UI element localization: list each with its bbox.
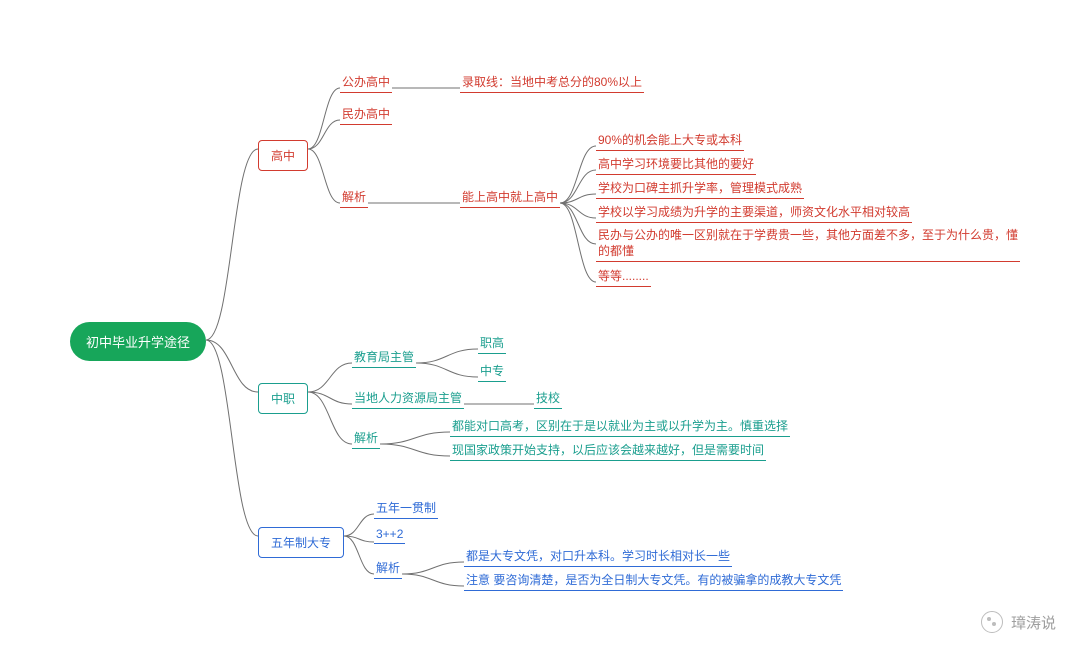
watermark-text: 璋涛说	[1011, 612, 1056, 633]
vz-child: 当地人力资源局主管	[352, 389, 464, 409]
hs-analysis-item: 民办与公办的唯一区别就在于学费贵一些，其他方面差不多，至于为什么贵，懂的都懂	[596, 227, 1020, 262]
hs-analysis-item: 90%的机会能上大专或本科	[596, 131, 744, 151]
c5-child: 五年一贯制	[374, 499, 438, 519]
vz-grandchild: 中专	[478, 362, 506, 382]
hs-analysis-item: 学校为口碑主抓升学率，管理模式成熟	[596, 179, 804, 199]
hs-child: 公办高中	[340, 73, 392, 93]
hs-grandchild: 录取线：当地中考总分的80%以上	[460, 73, 644, 93]
hs-analysis-item: 学校以学习成绩为升学的主要渠道，师资文化水平相对较高	[596, 203, 912, 223]
watermark: 璋涛说	[981, 611, 1056, 633]
hs-child: 解析	[340, 188, 368, 208]
vz-child: 教育局主管	[352, 348, 416, 368]
branch-c5: 五年制大专	[258, 527, 344, 558]
hs-child: 民办高中	[340, 105, 392, 125]
c5-grandchild: 注意 要咨询清楚，是否为全日制大专文凭。有的被骗拿的成教大专文凭	[464, 571, 843, 591]
branch-vz: 中职	[258, 383, 308, 414]
vz-grandchild: 技校	[534, 389, 562, 409]
vz-child: 解析	[352, 429, 380, 449]
wechat-icon	[981, 611, 1003, 633]
c5-child: 解析	[374, 559, 402, 579]
branch-hs: 高中	[258, 140, 308, 171]
vz-grandchild: 都能对口高考，区别在于是以就业为主或以升学为主。慎重选择	[450, 417, 790, 437]
hs-analysis-item: 高中学习环境要比其他的要好	[596, 155, 756, 175]
root-node: 初中毕业升学途径	[70, 322, 206, 361]
hs-grandchild: 能上高中就上高中	[460, 188, 560, 208]
c5-grandchild: 都是大专文凭，对口升本科。学习时长相对长一些	[464, 547, 732, 567]
c5-child: 3++2	[374, 527, 405, 544]
vz-grandchild: 职高	[478, 334, 506, 354]
vz-grandchild: 现国家政策开始支持，以后应该会越来越好，但是需要时间	[450, 441, 766, 461]
hs-analysis-item: 等等........	[596, 267, 651, 287]
